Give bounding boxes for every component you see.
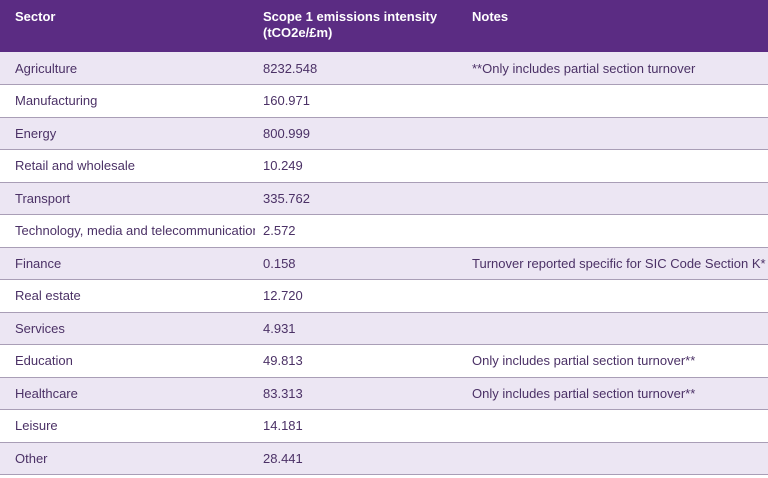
sector-cell: Retail and wholesale <box>0 150 255 183</box>
notes-cell <box>467 442 768 475</box>
intensity-cell: 12.720 <box>255 280 467 313</box>
notes-cell <box>467 215 768 248</box>
notes-cell <box>467 410 768 443</box>
sector-cell: Transport <box>0 182 255 215</box>
intensity-cell: 14.181 <box>255 410 467 443</box>
column-header-intensity-unit: (tCO2e/£m) <box>263 25 463 41</box>
sector-cell: Technology, media and telecommunications <box>0 215 255 248</box>
notes-cell <box>467 182 768 215</box>
table-row: Finance 0.158 Turnover reported specific… <box>0 247 768 280</box>
sector-cell: Other <box>0 442 255 475</box>
sector-cell: Finance <box>0 247 255 280</box>
intensity-cell: 335.762 <box>255 182 467 215</box>
table-body: Agriculture 8232.548 **Only includes par… <box>0 52 768 475</box>
intensity-cell: 8232.548 <box>255 52 467 85</box>
sector-cell: Manufacturing <box>0 85 255 118</box>
table-row: Energy 800.999 <box>0 117 768 150</box>
intensity-cell: 10.249 <box>255 150 467 183</box>
notes-cell: Only includes partial section turnover** <box>467 377 768 410</box>
table-row: Transport 335.762 <box>0 182 768 215</box>
notes-cell: Turnover reported specific for SIC Code … <box>467 247 768 280</box>
table-row: Real estate 12.720 <box>0 280 768 313</box>
intensity-cell: 0.158 <box>255 247 467 280</box>
column-header-intensity-title: Scope 1 emissions intensity <box>263 9 463 25</box>
sector-cell: Leisure <box>0 410 255 443</box>
notes-cell: Only includes partial section turnover** <box>467 345 768 378</box>
table-row: Education 49.813 Only includes partial s… <box>0 345 768 378</box>
table-header: Sector Scope 1 emissions intensity (tCO2… <box>0 0 768 52</box>
table-row: Other 28.441 <box>0 442 768 475</box>
sector-cell: Energy <box>0 117 255 150</box>
sector-cell: Real estate <box>0 280 255 313</box>
table-row: Retail and wholesale 10.249 <box>0 150 768 183</box>
table-row: Agriculture 8232.548 **Only includes par… <box>0 52 768 85</box>
column-header-notes: Notes <box>467 0 768 52</box>
intensity-cell: 49.813 <box>255 345 467 378</box>
intensity-cell: 160.971 <box>255 85 467 118</box>
table-row: Services 4.931 <box>0 312 768 345</box>
notes-cell <box>467 150 768 183</box>
intensity-cell: 4.931 <box>255 312 467 345</box>
intensity-cell: 83.313 <box>255 377 467 410</box>
table-row: Leisure 14.181 <box>0 410 768 443</box>
column-header-intensity: Scope 1 emissions intensity (tCO2e/£m) <box>255 0 467 52</box>
notes-cell <box>467 312 768 345</box>
intensity-cell: 800.999 <box>255 117 467 150</box>
intensity-cell: 2.572 <box>255 215 467 248</box>
table-row: Healthcare 83.313 Only includes partial … <box>0 377 768 410</box>
sector-cell: Education <box>0 345 255 378</box>
sector-cell: Healthcare <box>0 377 255 410</box>
intensity-cell: 28.441 <box>255 442 467 475</box>
table-row: Manufacturing 160.971 <box>0 85 768 118</box>
sector-cell: Services <box>0 312 255 345</box>
header-row: Sector Scope 1 emissions intensity (tCO2… <box>0 0 768 52</box>
column-header-sector: Sector <box>0 0 255 52</box>
notes-cell: **Only includes partial section turnover <box>467 52 768 85</box>
sector-cell: Agriculture <box>0 52 255 85</box>
notes-cell <box>467 280 768 313</box>
sector-emissions-table: Sector Scope 1 emissions intensity (tCO2… <box>0 0 768 475</box>
notes-cell <box>467 85 768 118</box>
table-row: Technology, media and telecommunications… <box>0 215 768 248</box>
notes-cell <box>467 117 768 150</box>
